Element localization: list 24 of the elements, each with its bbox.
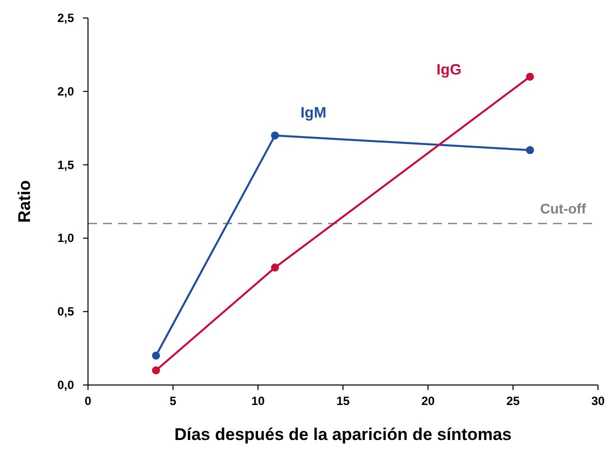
- x-tick-label: 0: [84, 394, 92, 408]
- text: IgG: [436, 62, 462, 79]
- series-label: IgM: [300, 104, 326, 122]
- point: [271, 131, 279, 140]
- x-tick-label: 10: [251, 394, 265, 408]
- y-tick-label: 0,5: [57, 304, 74, 319]
- x-tick-label: 15: [336, 394, 350, 408]
- y-tick-label: 1,0: [57, 231, 74, 246]
- y-tick-label: 2,5: [57, 11, 74, 25]
- ref-line-label: Cut-off: [540, 200, 586, 217]
- y-tick-label: 0,0: [57, 378, 74, 392]
- x-tick-label: 20: [421, 394, 435, 408]
- x-tick-label: 5: [170, 394, 177, 408]
- point: [271, 264, 279, 272]
- x-tick-label: 30: [591, 394, 605, 408]
- point: [152, 366, 160, 374]
- point: [152, 352, 160, 360]
- x-axis-title: Días después de la aparición de síntomas: [174, 425, 512, 444]
- point: [526, 146, 534, 154]
- y-tick-label: 1,5: [57, 158, 74, 172]
- x-tick-label: 25: [506, 394, 520, 408]
- y-tick-label: 2,0: [57, 84, 74, 98]
- point: [526, 72, 534, 81]
- y-axis-title: Ratio: [15, 180, 34, 223]
